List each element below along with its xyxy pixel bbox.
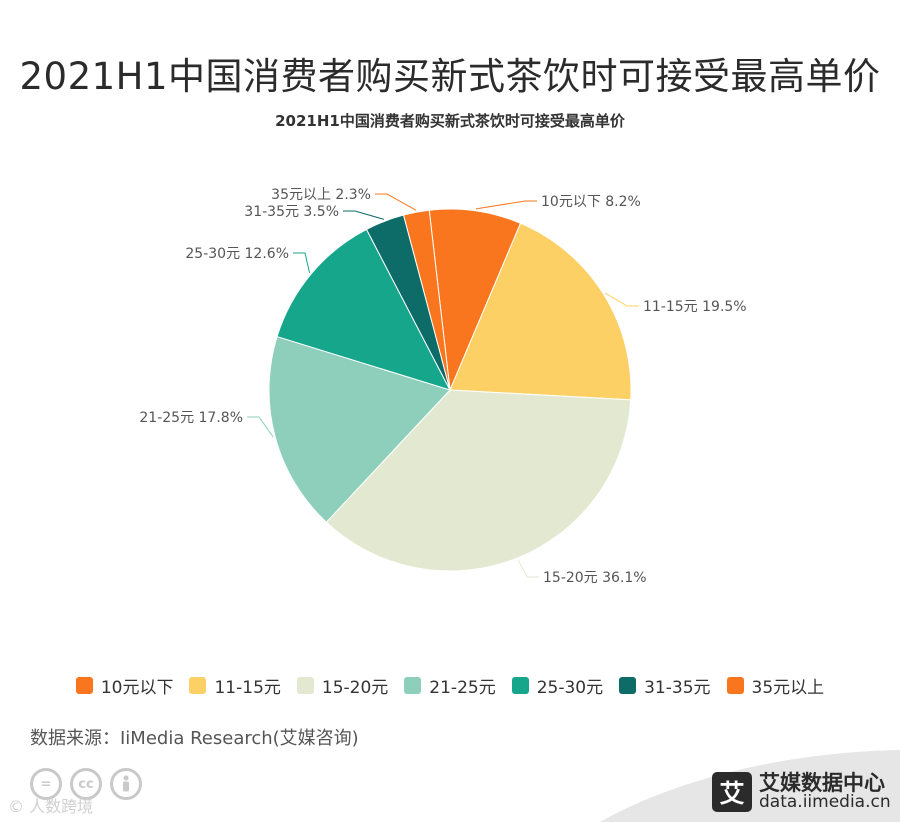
legend-label: 10元以下 [100,678,174,698]
brand-block: 艾 艾媒数据中心 data.iimedia.cn [712,772,891,812]
pie-slice[interactable] [325,389,632,572]
legend-label: 35元以上 [751,678,825,698]
legend-item[interactable]: 25-30元 [511,673,604,698]
person-icon [110,768,142,800]
legend-item[interactable]: 10元以下 [75,673,174,698]
leader-line [247,416,274,438]
pie-slice[interactable] [428,208,522,392]
leader-line [343,210,385,220]
data-source: 数据来源：IiMedia Research(艾媒咨询) [30,728,359,749]
chart-legend: 10元以下 11-15元 15-20元 21-25元 25-30元 31-35元… [0,673,900,698]
legend-label: 25-30元 [536,678,604,698]
slice-label: 25-30元 12.6% [185,246,289,262]
watermark: © 人数跨境 [8,797,94,816]
slice-label: 31-35元 3.5% [244,204,339,220]
legend-item[interactable]: 21-25元 [404,673,496,698]
brand-logo: 艾 [712,772,752,812]
legend-label: 15-20元 [321,678,389,698]
slice-label: 15-20元 36.1% [543,570,647,586]
legend-swatch [75,677,93,694]
legend-swatch [296,677,314,694]
leader-line [293,252,310,273]
brand-name: 艾媒数据中心 [759,771,885,796]
legend-swatch [404,677,422,694]
cc-icon: cc [70,768,102,800]
legend-swatch [511,677,529,694]
legend-item[interactable]: 15-20元 [296,673,389,698]
license-icons: = cc [30,768,142,800]
pie-slice[interactable] [402,209,451,391]
legend-label: 31-35元 [644,678,711,698]
legend-item[interactable]: 31-35元 [619,673,711,698]
pie-slice[interactable] [276,228,451,391]
leader-line [475,200,537,210]
chart-title: 2021H1中国消费者购买新式茶饮时可接受最高单价 [275,112,625,130]
slice-label: 11-15元 19.5% [643,299,747,315]
legend-item[interactable]: 35元以上 [726,673,825,698]
leader-line [604,292,639,307]
pie-slice[interactable] [268,335,451,523]
leader-line [517,559,539,578]
page-title: 2021H1中国消费者购买新式茶饮时可接受最高单价 [19,55,881,98]
slice-label: 10元以下 8.2% [541,194,641,210]
legend-item[interactable]: 11-15元 [189,673,281,698]
legend-label: 21-25元 [429,678,496,698]
brand-url: data.iimedia.cn [759,792,891,813]
legend-swatch [189,677,207,694]
legend-swatch [619,677,637,694]
equals-icon: = [30,768,62,800]
legend-swatch [726,677,744,694]
slice-label: 35元以上 2.3% [271,187,371,203]
pie-slice[interactable] [449,222,632,401]
legend-label: 11-15元 [214,678,281,698]
leader-line [375,193,417,211]
slice-label: 21-25元 17.8% [139,410,243,426]
